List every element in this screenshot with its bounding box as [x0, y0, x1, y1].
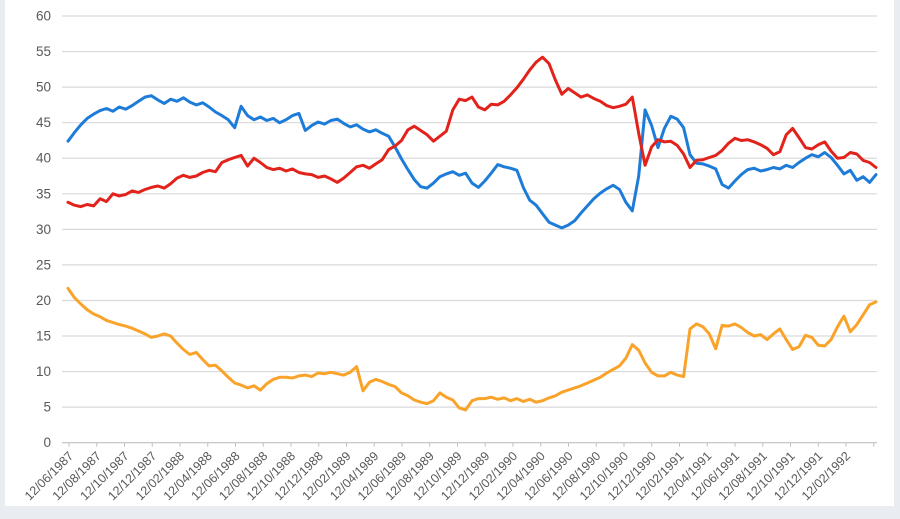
y-axis-label: 15: [36, 329, 51, 344]
blue-series-line: [66, 94, 878, 230]
orange-series-line: [66, 286, 878, 412]
line-chart: 05101520253035404550556012/06/198712/08/…: [22, 9, 878, 503]
chart-panel: 0 5 10 15 20 25 30 35 40 45 50 55 60 12/06/1987 12/08/…: [5, 0, 894, 506]
y-axis-label: 60: [36, 9, 51, 24]
y-axis-label: 50: [36, 80, 51, 95]
y-axis-label: 5: [43, 400, 51, 415]
y-axis-label: 25: [36, 257, 51, 272]
y-axis-label: 10: [36, 364, 51, 379]
y-axis-label: 40: [36, 151, 51, 166]
y-axis-label: 0: [43, 435, 51, 450]
y-axis-label: 55: [36, 44, 51, 59]
y-axis-label: 35: [36, 186, 51, 201]
y-axis-label: 20: [36, 293, 51, 308]
red-series-line: [66, 55, 878, 209]
y-axis-label: 45: [36, 115, 51, 130]
y-axis-label: 30: [36, 222, 51, 237]
